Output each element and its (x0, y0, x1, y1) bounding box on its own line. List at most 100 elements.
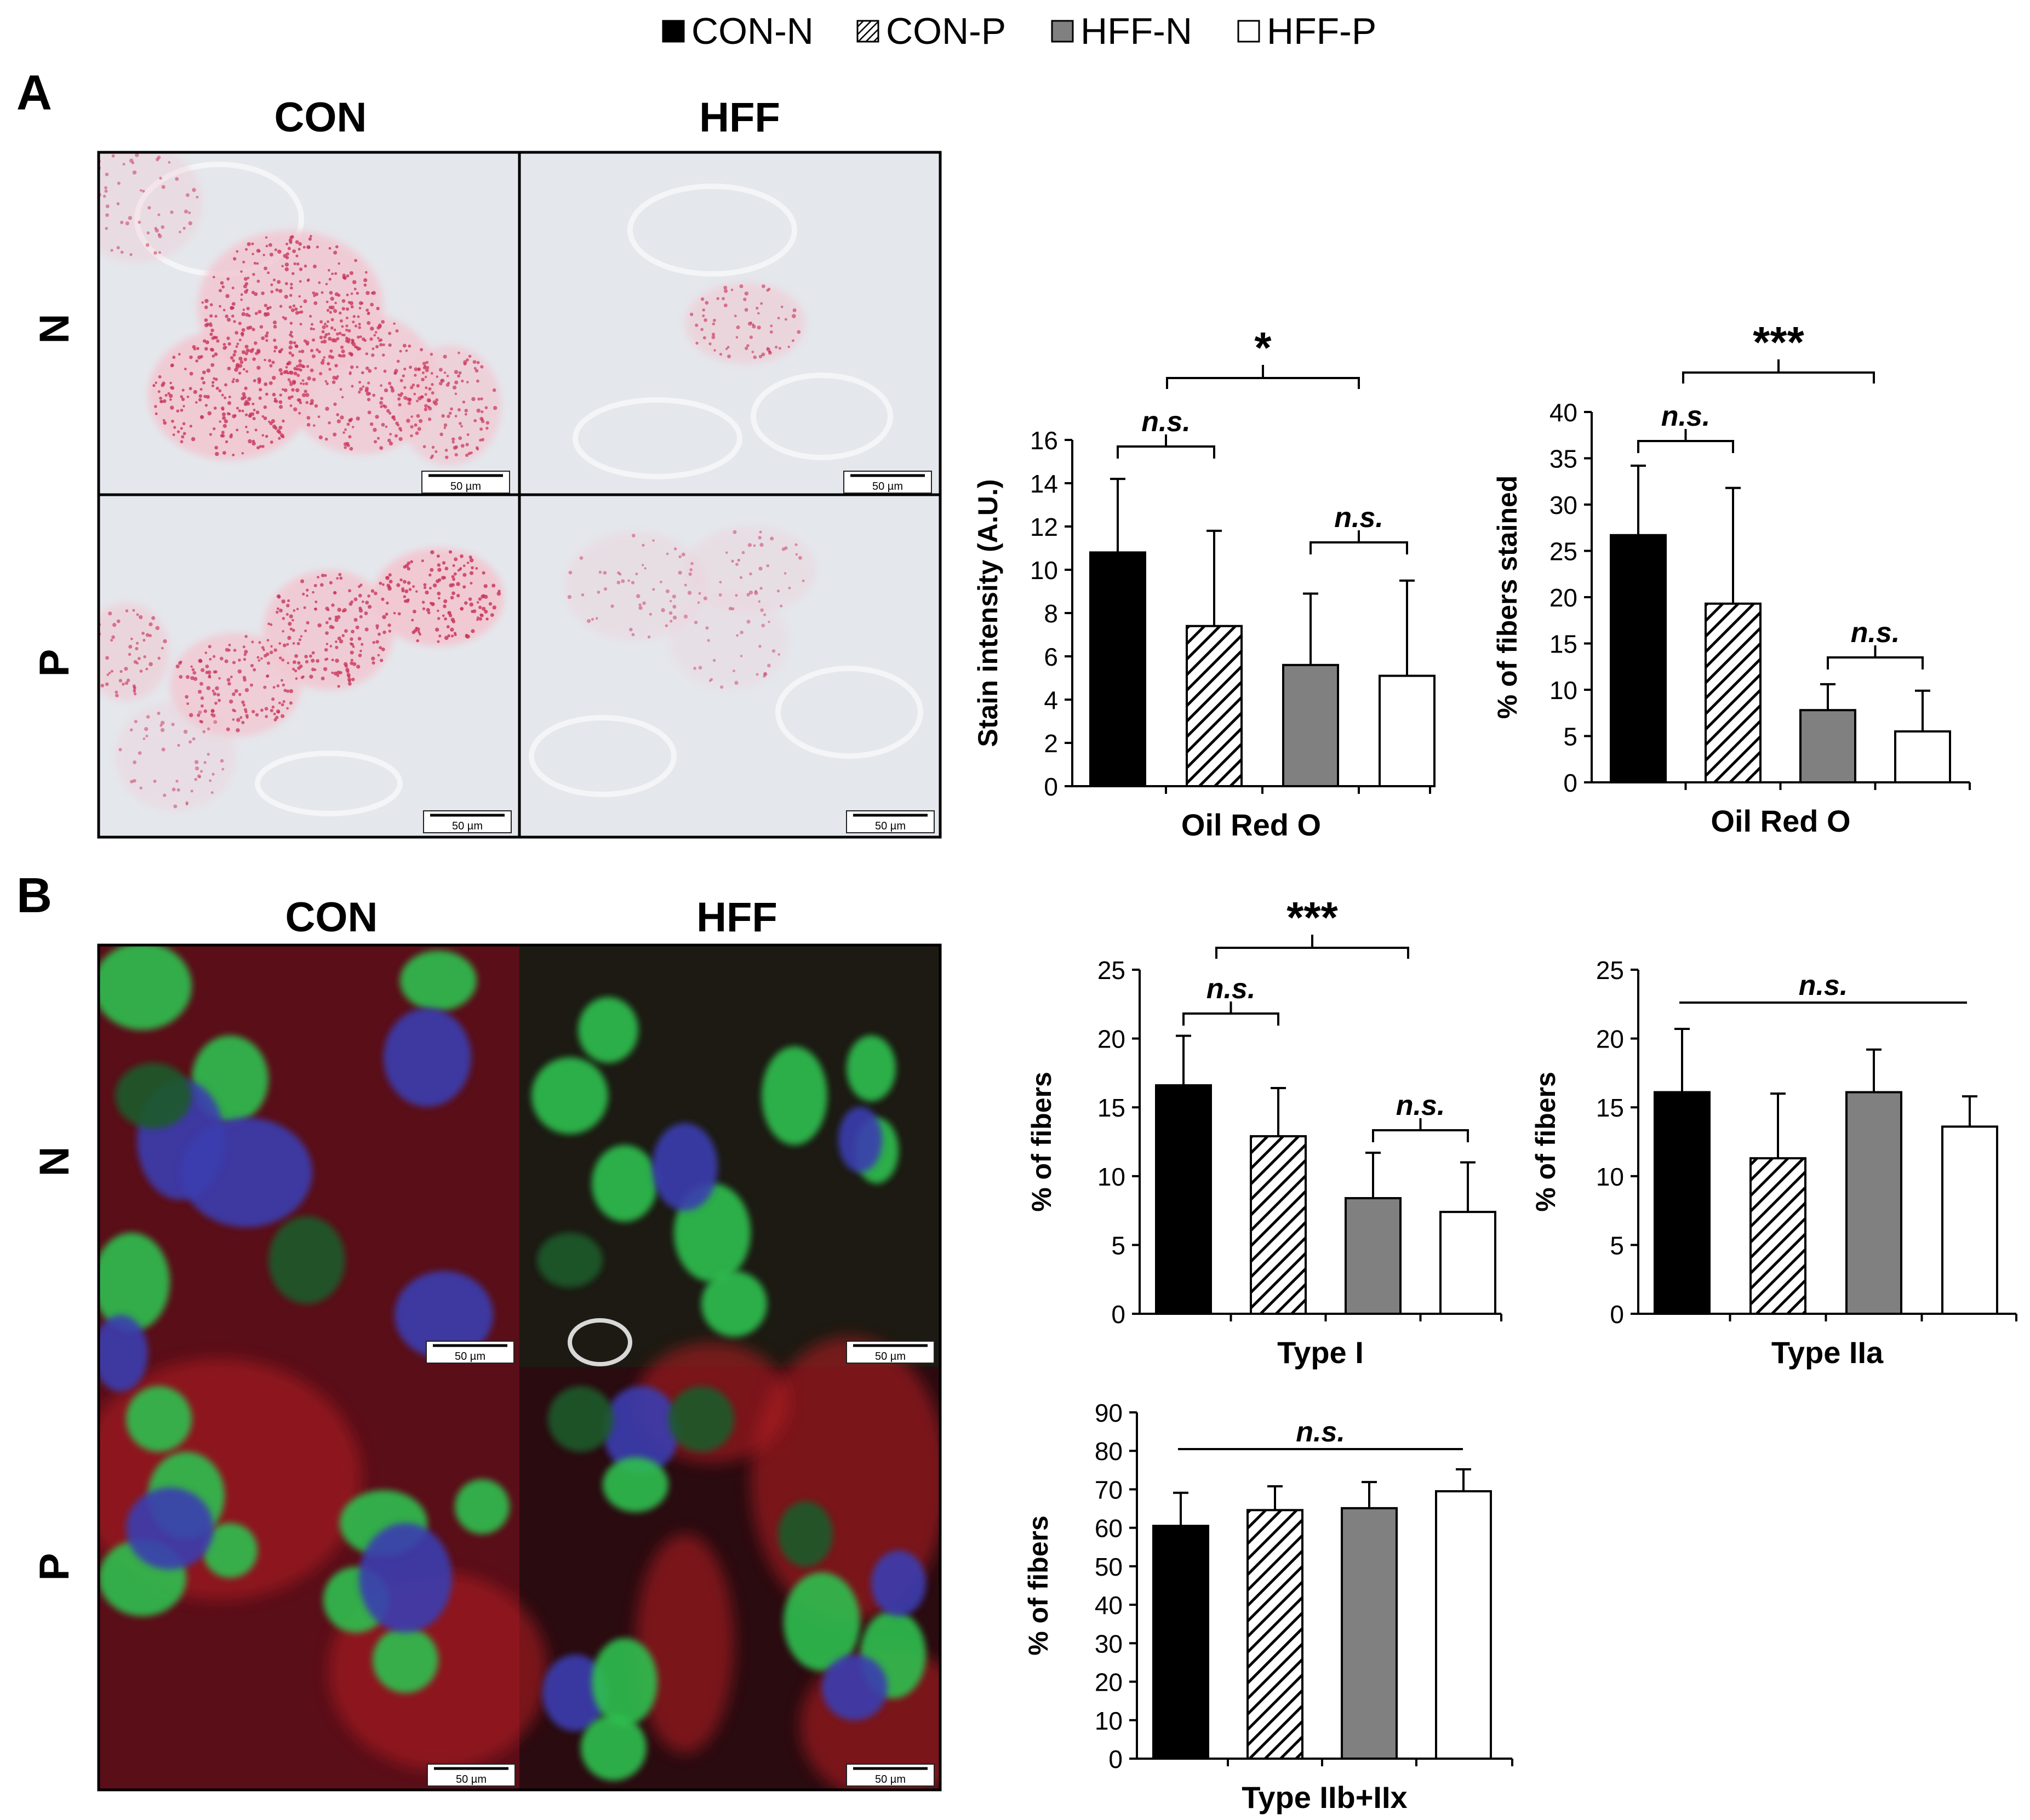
significance-label: n.s. (1296, 1416, 1345, 1448)
y-axis-label: % of fibers (1023, 1515, 1054, 1656)
significance-label: n.s. (1661, 400, 1711, 432)
panel-a-letter: A (16, 66, 52, 121)
x-axis-label: Type I (1277, 1335, 1364, 1370)
y-tick-label: 0 (1111, 1300, 1125, 1329)
y-tick-label: 12 (1030, 513, 1058, 541)
y-tick-label: 25 (1097, 956, 1125, 985)
x-axis-label: Oil Red O (1711, 804, 1850, 838)
y-tick-label: 35 (1549, 445, 1577, 473)
significance-label: n.s. (1799, 970, 1848, 1001)
y-tick-label: 4 (1044, 686, 1058, 714)
significance-label: * (1254, 323, 1272, 372)
y-tick-label: 70 (1095, 1475, 1123, 1504)
x-axis-label: Oil Red O (1181, 808, 1321, 842)
bar-con-n (1155, 1084, 1212, 1315)
y-tick-label: 20 (1095, 1668, 1123, 1697)
y-tick-label: 10 (1596, 1163, 1624, 1191)
bar-con-p (1186, 625, 1243, 787)
x-axis-label: Type IIb+IIx (1242, 1780, 1407, 1815)
y-tick-label: 30 (1549, 491, 1577, 519)
significance-label: *** (1286, 893, 1338, 942)
panel-b-letter: B (16, 868, 52, 923)
y-tick-label: 10 (1097, 1163, 1125, 1191)
y-tick-label: 25 (1549, 537, 1577, 566)
y-tick-label: 0 (1610, 1300, 1624, 1329)
bar-hff-p (1435, 1490, 1492, 1760)
panel-b-row-label-p: P (31, 1553, 78, 1581)
scale-bar-label: 50 µm (872, 480, 903, 493)
legend-swatch-con-p (856, 20, 879, 43)
legend-label-hff-n: HFF-N (1080, 10, 1192, 52)
legend: CON-N CON-P HFF-N HFF-P (662, 10, 1376, 52)
chart-5: 0 10 20 30 40 50 60 70 80 90 % of fibers Type IIb+I… (1023, 1399, 1513, 1815)
y-tick-label: 0 (1108, 1745, 1123, 1773)
panel-b-col-label-hff: HFF (696, 894, 777, 941)
panel-b: B CON HFF N P 50 µm 50 µm 50 µm 50 µm (16, 868, 942, 1792)
bar-hff-p (1379, 674, 1436, 788)
y-tick-label: 10 (1549, 676, 1577, 705)
bar-hff-n (1282, 663, 1339, 788)
bar-hff-n (1845, 1091, 1902, 1315)
y-tick-label: 15 (1596, 1094, 1624, 1122)
panel-a-col-label-hff: HFF (699, 94, 780, 141)
y-axis-label: % of fibers (1530, 1072, 1561, 1212)
y-tick-label: 5 (1111, 1231, 1125, 1260)
significance-label: n.s. (1206, 973, 1256, 1005)
bar-con-p (1749, 1157, 1806, 1315)
panel-a-row-label-p: P (31, 649, 78, 677)
bar-hff-n (1799, 709, 1856, 784)
legend-label-con-n: CON-N (691, 10, 814, 52)
legend-swatch-con-n (662, 20, 685, 43)
y-tick-label: 2 (1044, 729, 1058, 758)
y-axis-label: % of fibers stained (1492, 476, 1523, 719)
y-axis-label: % of fibers (1026, 1072, 1057, 1212)
y-tick-label: 15 (1097, 1094, 1125, 1122)
x-axis-label: Type IIa (1771, 1335, 1884, 1370)
y-tick-label: 16 (1030, 426, 1058, 455)
scale-bar-label: 50 µm (875, 1350, 906, 1363)
charts: 0 2 4 6 8 10 12 14 16 Stain intensity (A.U.) Oil R… (973, 318, 2017, 1815)
chart-3: 0 5 10 15 20 25 % of fibers Type I n.s. n.s. *** (1026, 893, 1502, 1370)
y-tick-label: 90 (1095, 1399, 1123, 1427)
bar-hff-n (1341, 1507, 1398, 1760)
scale-bar-label: 50 µm (452, 820, 483, 832)
legend-swatch-hff-p (1237, 20, 1260, 43)
immunofluorescence-micrographs (99, 945, 940, 1790)
legend-swatch-hff-n (1051, 20, 1074, 43)
y-tick-label: 30 (1095, 1629, 1123, 1658)
y-tick-label: 25 (1596, 956, 1624, 985)
y-tick-label: 60 (1095, 1514, 1123, 1543)
y-tick-label: 0 (1563, 769, 1577, 797)
y-tick-label: 20 (1596, 1025, 1624, 1054)
bar-hff-p (1439, 1211, 1496, 1315)
y-axis-label: Stain intensity (A.U.) (973, 479, 1003, 747)
significance-label: *** (1753, 318, 1804, 367)
chart-4: 0 5 10 15 20 25 % of fibers Type IIa n.s. (1530, 956, 2017, 1370)
y-tick-label: 15 (1549, 630, 1577, 659)
panel-a: A CON HFF N P 50 µm 50 µm 50 µm 50 µm (16, 66, 942, 839)
significance-label: n.s. (1851, 617, 1900, 649)
y-tick-label: 6 (1044, 643, 1058, 671)
chart-1: 0 2 4 6 8 10 12 14 16 Stain intensity (A.U.) Oil R… (973, 323, 1436, 842)
y-tick-label: 20 (1097, 1025, 1125, 1054)
y-tick-label: 14 (1030, 470, 1058, 498)
panel-b-row-label-n: N (31, 1147, 78, 1177)
y-tick-label: 80 (1095, 1437, 1123, 1466)
scale-bar-label: 50 µm (450, 480, 481, 493)
bar-con-p (1246, 1509, 1303, 1760)
scale-bar-label: 50 µm (875, 820, 906, 832)
chart-2: 0 5 10 15 20 25 30 35 40 % of fibers stained Oil R… (1492, 318, 1971, 838)
scale-bar-label: 50 µm (456, 1773, 487, 1785)
significance-label: n.s. (1396, 1090, 1445, 1121)
bar-hff-p (1894, 730, 1951, 784)
scale-bar-label: 50 µm (875, 1773, 906, 1785)
bar-con-p (1250, 1135, 1307, 1315)
y-tick-label: 40 (1095, 1591, 1123, 1619)
y-tick-label: 20 (1549, 583, 1577, 612)
bar-con-n (1654, 1091, 1711, 1315)
significance-label: n.s. (1334, 502, 1383, 534)
bar-con-n (1089, 551, 1146, 788)
y-tick-label: 10 (1095, 1707, 1123, 1735)
bar-con-n (1610, 534, 1667, 784)
